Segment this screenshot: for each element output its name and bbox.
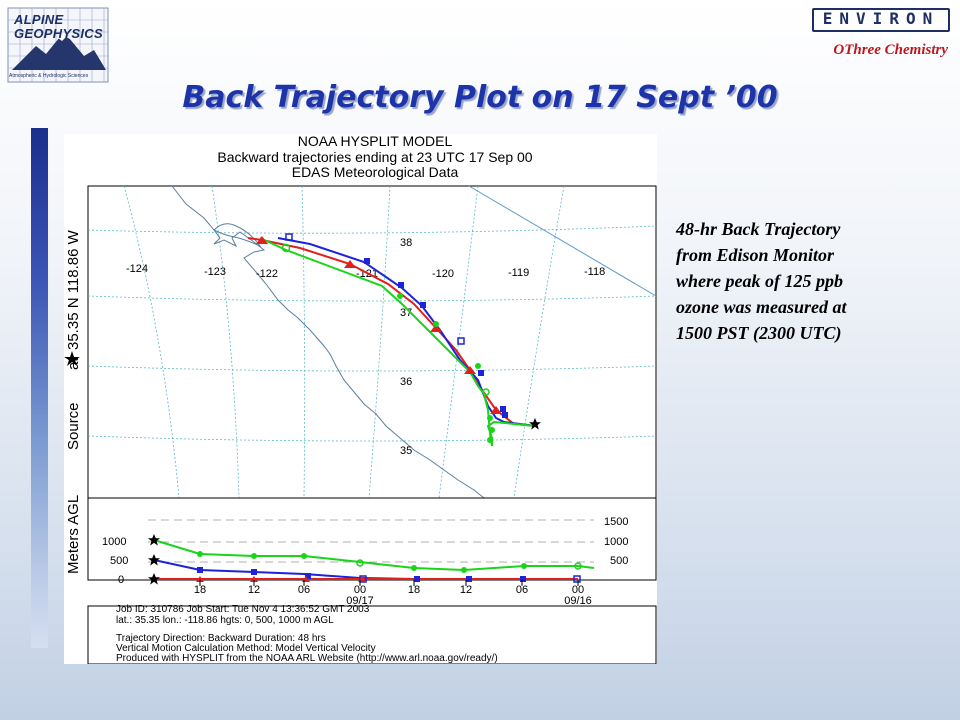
- state-boundary: [468, 185, 657, 297]
- time-tick-4: 00: [354, 584, 366, 596]
- source-label: Source: [65, 402, 82, 450]
- height-star-500-icon: [148, 554, 160, 566]
- height-left-tick-0: 0: [118, 574, 124, 586]
- logo-line1: ALPINE: [14, 12, 64, 27]
- time-tick-2: 12: [248, 584, 260, 596]
- logo-tagline: Atmospheric & Hydrologic Sciences: [9, 73, 89, 79]
- source-location-star-icon: [529, 418, 541, 430]
- footer-line-2: lat.: 35.35 lon.: -118.86 hgts: 0, 500, …: [116, 615, 334, 626]
- trajectory-blue-markers: [285, 233, 508, 418]
- height-start-stars: [148, 534, 160, 585]
- plot-header-2: Backward trajectories ending at 23 UTC 1…: [217, 149, 532, 165]
- time-tick-8: 00: [572, 584, 584, 596]
- footer-line-6: Produced with HYSPLIT from the NOAA ARL …: [116, 653, 498, 664]
- height-star-1000-icon: [148, 534, 160, 546]
- logo-mountain-grid-icon: [7, 7, 109, 83]
- hysplit-trajectory-plot: NOAA HYSPLIT MODEL Backward trajectories…: [64, 133, 657, 665]
- lat-label-38: 38: [400, 237, 412, 249]
- source-coords-label: 35.35 N 118.86 W: [65, 229, 82, 350]
- caption-line-4: ozone was measured at: [676, 297, 847, 317]
- trajectory-green-1000m: [259, 237, 537, 447]
- plot-header-1: NOAA HYSPLIT MODEL: [298, 134, 453, 149]
- trajectory-red-markers: [256, 236, 502, 414]
- lat-label-36: 36: [400, 376, 412, 388]
- lon-label-123: -123: [204, 266, 226, 278]
- height-panel-frame: [87, 497, 657, 581]
- trajectory-caption: 48-hr Back Trajectory from Edison Monito…: [676, 216, 916, 346]
- time-tick-1: 18: [194, 584, 206, 596]
- lon-label-124: -124: [126, 263, 148, 275]
- trajectory-blue-500m: [277, 237, 537, 427]
- trajectory-red-0m: [247, 237, 537, 427]
- lon-label-119: -119: [508, 267, 529, 279]
- lon-label-122: -122: [256, 268, 278, 280]
- height-right-tick-1000: 1000: [604, 536, 628, 548]
- caption-line-5: 1500 PST (2300 UTC): [676, 323, 842, 343]
- environ-logo: ENVIRON: [812, 8, 950, 32]
- date-label-0916: 09/16: [564, 595, 592, 607]
- trajectory-green-markers: [281, 243, 495, 443]
- plot-header-3: EDAS Meteorological Data: [292, 164, 459, 180]
- lon-label-120: -120: [432, 268, 454, 280]
- source-star-icon: [64, 351, 80, 366]
- caption-line-1: 48-hr Back Trajectory: [676, 219, 841, 239]
- slide-title: Back Trajectory Plot on 17 Sept ’00: [182, 80, 778, 115]
- lat-label-35: 35: [400, 445, 412, 457]
- logo-line2: GEOPHYSICS: [14, 26, 103, 41]
- environ-logo-frame: [812, 8, 950, 32]
- time-tick-7: 06: [516, 584, 528, 596]
- hysplit-figure: NOAA HYSPLIT MODEL Backward trajectories…: [64, 133, 657, 665]
- caption-line-2: from Edison Monitor: [676, 245, 835, 265]
- date-label-0917: 09/17: [346, 595, 374, 607]
- time-tick-5: 18: [408, 584, 420, 596]
- height-star-0-icon: [148, 573, 160, 585]
- time-tick-3: 06: [298, 584, 310, 596]
- height-gridlines: [148, 519, 594, 563]
- height-left-tick-1000: 1000: [102, 536, 126, 548]
- alpine-geophysics-logo: ALPINE GEOPHYSICS Atmospheric & Hydrolog…: [6, 6, 110, 84]
- sf-bay: [213, 223, 262, 248]
- footer-line-1: Job ID: 310786 Job Start: Tue Nov 4 13:3…: [116, 604, 370, 615]
- lat-lon-grid: [87, 185, 657, 499]
- decorative-gradient-bar: [31, 128, 48, 648]
- othree-chemistry-tagline: OThree Chemistry: [833, 42, 948, 58]
- height-left-tick-500: 500: [110, 555, 128, 567]
- height-right-tick-1500: 1500: [604, 516, 628, 528]
- meters-agl-label: Meters AGL: [65, 495, 82, 574]
- lon-label-118: -118: [584, 266, 605, 278]
- height-right-tick-500: 500: [610, 555, 628, 567]
- footer-line-5: Vertical Motion Calculation Method: Mode…: [116, 643, 376, 654]
- height-green-markers: [197, 551, 582, 573]
- footer-line-4: Trajectory Direction: Backward Duration:…: [116, 633, 326, 644]
- environ-logo-text: ENVIRON: [822, 9, 940, 28]
- height-trace-green: [153, 539, 595, 572]
- coastline: [171, 185, 485, 499]
- caption-line-3: where peak of 125 ppb: [676, 271, 843, 291]
- time-axis-ticks: [199, 580, 579, 586]
- time-tick-6: 12: [460, 584, 472, 596]
